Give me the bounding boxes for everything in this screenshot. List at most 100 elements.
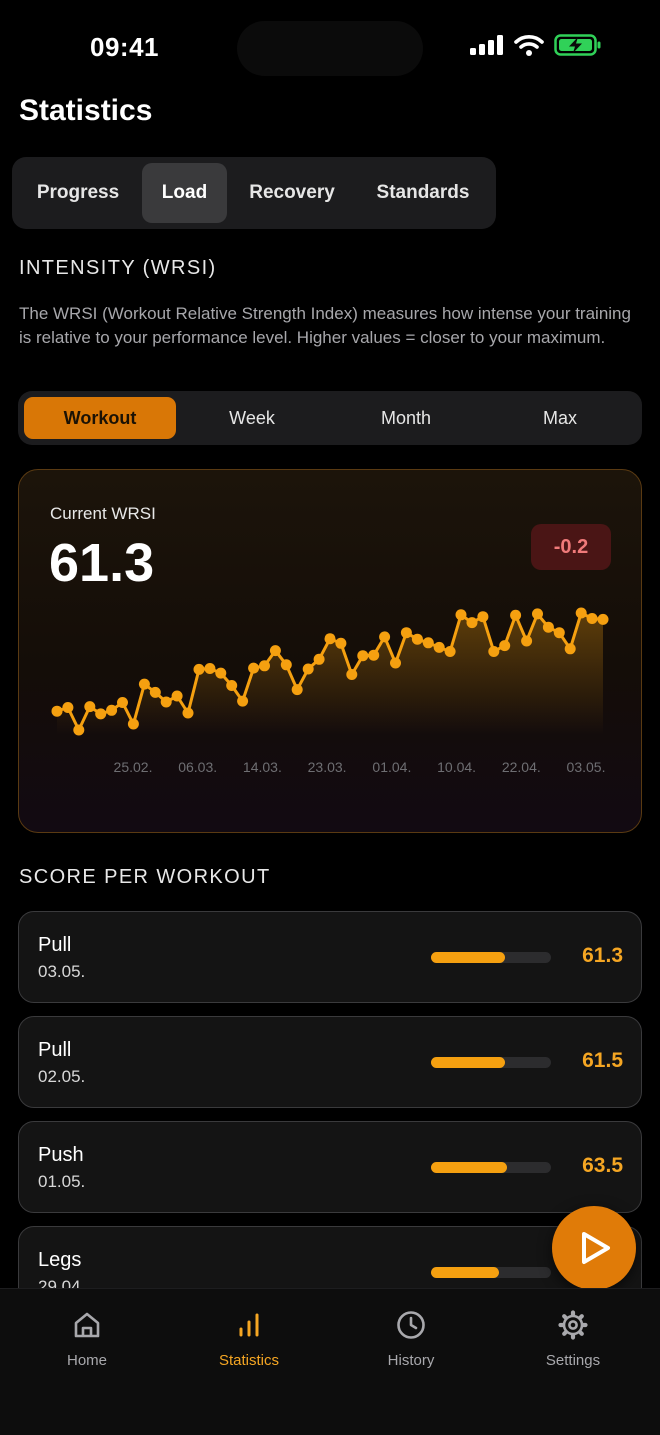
wrsi-point-6[interactable]	[117, 697, 128, 708]
wrsi-point-47[interactable]	[564, 643, 576, 655]
tab-load[interactable]: Load	[142, 163, 227, 223]
wrsi-point-31[interactable]	[390, 657, 401, 669]
x-tick-label: 25.02.	[114, 759, 153, 775]
workout-date: 03.05.	[38, 962, 86, 981]
score-bar-track	[431, 952, 551, 963]
workout-name: Push	[38, 1144, 84, 1166]
wrsi-point-44[interactable]	[532, 608, 543, 620]
wrsi-point-17[interactable]	[237, 695, 249, 707]
wrsi-point-14[interactable]	[204, 663, 216, 674]
tabbar-home-label: Home	[66, 1352, 107, 1369]
wrsi-point-18[interactable]	[248, 662, 260, 674]
wrsi-point-0[interactable]	[51, 705, 63, 717]
start-workout-button[interactable]	[552, 1206, 636, 1290]
battery-charging-icon	[554, 34, 601, 56]
score-bar-fill	[431, 1057, 505, 1068]
wrsi-line-chart[interactable]: 25.02. 06.03. 14.03. 23.03. 01.04. 10.04. 22.0…	[19, 470, 641, 832]
wrsi-point-48[interactable]	[575, 607, 587, 619]
wrsi-point-40[interactable]	[488, 646, 500, 657]
wrsi-point-24[interactable]	[313, 653, 325, 665]
range-tab-max[interactable]: Max	[542, 408, 577, 428]
wrsi-point-45[interactable]	[542, 621, 554, 633]
wrsi-point-13[interactable]	[193, 663, 205, 675]
workout-name: Pull	[38, 1039, 72, 1061]
tabbar-statistics-label: Statistics	[218, 1352, 279, 1369]
tab-recovery[interactable]: Recovery	[249, 182, 335, 203]
bar-chart-icon	[239, 1313, 259, 1337]
x-tick-label: 01.04.	[372, 759, 411, 775]
wrsi-point-33[interactable]	[411, 633, 423, 645]
wrsi-point-32[interactable]	[400, 627, 412, 639]
bottom-tab-bar: Home Statistics History Settings	[0, 1288, 660, 1435]
wrsi-point-8[interactable]	[138, 678, 150, 690]
x-tick-label: 03.05.	[567, 759, 606, 775]
tab-standards[interactable]: Standards	[376, 182, 470, 203]
wrsi-point-22[interactable]	[291, 684, 303, 696]
wrsi-point-41[interactable]	[499, 640, 511, 652]
wrsi-point-20[interactable]	[269, 645, 281, 657]
x-tick-label: 10.04.	[437, 759, 476, 775]
tabbar-settings-label: Settings	[545, 1352, 601, 1369]
score-card-0[interactable]: Pull 03.05. 61.3	[18, 911, 642, 1003]
score-bar-fill	[431, 1267, 500, 1278]
wrsi-point-21[interactable]	[280, 659, 292, 671]
tabbar-settings[interactable]: Settings	[513, 1309, 633, 1369]
range-tab-month[interactable]: Month	[380, 408, 432, 428]
score-bar-track	[431, 1267, 551, 1278]
wrsi-point-2[interactable]	[73, 724, 85, 736]
status-bar: 09:41	[0, 0, 660, 90]
tabbar-home[interactable]: Home	[27, 1309, 147, 1369]
wrsi-point-5[interactable]	[106, 704, 118, 716]
tabbar-history-label: History	[387, 1352, 435, 1369]
wrsi-point-26[interactable]	[335, 637, 347, 649]
score-card-2[interactable]: Push 01.05. 63.5	[18, 1121, 642, 1213]
range-tab-workout[interactable]: Workout	[24, 397, 176, 439]
wrsi-point-36[interactable]	[444, 646, 456, 657]
wifi-icon	[514, 35, 544, 56]
tabbar-history[interactable]: History	[351, 1309, 471, 1369]
tab-progress[interactable]: Progress	[36, 182, 120, 203]
wrsi-point-50[interactable]	[597, 613, 609, 625]
wrsi-point-29[interactable]	[368, 649, 380, 661]
score-bar-fill	[431, 1162, 508, 1173]
wrsi-point-30[interactable]	[379, 631, 391, 643]
wrsi-point-9[interactable]	[149, 686, 161, 698]
workout-score: 61.5	[582, 1049, 623, 1072]
wrsi-point-43[interactable]	[521, 635, 533, 647]
wrsi-point-3[interactable]	[84, 701, 96, 713]
range-tab-week[interactable]: Week	[229, 408, 275, 428]
home-icon	[74, 1312, 100, 1338]
workout-score: 63.5	[582, 1154, 623, 1177]
x-tick-label: 14.03.	[243, 759, 282, 775]
wrsi-point-23[interactable]	[302, 663, 314, 675]
wrsi-point-15[interactable]	[215, 667, 227, 679]
wrsi-area-fill	[57, 613, 603, 735]
wrsi-point-25[interactable]	[324, 633, 336, 645]
wrsi-point-7[interactable]	[127, 718, 139, 730]
wrsi-point-27[interactable]	[346, 669, 358, 680]
wrsi-point-28[interactable]	[357, 650, 369, 662]
status-icons	[470, 34, 602, 56]
score-bar-track	[431, 1162, 551, 1173]
wrsi-point-10[interactable]	[160, 696, 172, 708]
tabbar-statistics[interactable]: Statistics	[189, 1309, 309, 1369]
wrsi-point-16[interactable]	[226, 680, 238, 691]
score-card-1[interactable]: Pull 02.05. 61.5	[18, 1016, 642, 1108]
wrsi-point-1[interactable]	[62, 702, 74, 713]
wrsi-point-38[interactable]	[466, 617, 478, 629]
wrsi-point-12[interactable]	[182, 707, 194, 719]
wrsi-point-4[interactable]	[95, 708, 107, 720]
workout-date: 01.05.	[38, 1172, 86, 1191]
workout-date: 02.05.	[38, 1067, 86, 1086]
wrsi-point-42[interactable]	[510, 609, 522, 621]
wrsi-point-39[interactable]	[477, 611, 489, 623]
wrsi-point-35[interactable]	[433, 641, 445, 653]
wrsi-delta-badge: -0.2	[531, 524, 611, 570]
wrsi-point-49[interactable]	[586, 613, 598, 624]
wrsi-point-11[interactable]	[171, 690, 183, 702]
wrsi-point-37[interactable]	[455, 609, 467, 621]
wrsi-point-19[interactable]	[259, 660, 270, 672]
wrsi-point-46[interactable]	[553, 627, 565, 639]
status-time: 09:41	[90, 32, 159, 62]
wrsi-point-34[interactable]	[422, 637, 434, 649]
